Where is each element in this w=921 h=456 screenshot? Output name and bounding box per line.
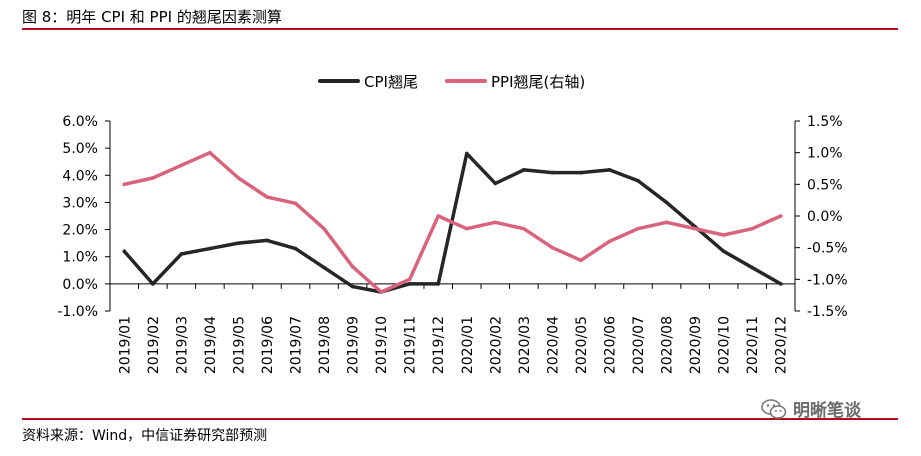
ppi-data-point	[579, 258, 583, 263]
y-left-tick-label: 2.0%	[62, 223, 98, 239]
ppi-data-point	[522, 226, 526, 231]
y-left-tick-label: 1.0%	[62, 250, 98, 266]
cpi-data-point	[550, 170, 555, 175]
x-tick-label: 2020/11	[745, 316, 761, 374]
x-tick-label: 2019/01	[117, 316, 133, 374]
cpi-data-point	[493, 181, 498, 186]
figure-title: 图 8：明年 CPI 和 PPI 的翘尾因素测算	[22, 8, 282, 26]
y-right-tick-label: 1.5%	[807, 114, 843, 130]
y-right-tick-label: 0.0%	[807, 209, 843, 225]
cpi-data-point	[122, 249, 127, 254]
x-tick-label: 2020/06	[602, 316, 618, 374]
ppi-data-point	[464, 226, 469, 231]
source-rule	[22, 418, 898, 420]
ppi-data-point	[379, 290, 383, 294]
x-tick-label: 2020/02	[488, 316, 504, 374]
ppi-data-point	[693, 226, 697, 231]
source-note: 资料来源：Wind，中信证券研究部预测	[22, 428, 268, 444]
wechat-icon	[761, 398, 787, 419]
x-tick-label: 2019/09	[346, 316, 362, 374]
legend-label-ppi: PPI翘尾(右轴)	[491, 73, 585, 91]
ppi-data-point	[778, 214, 783, 218]
x-tick-label: 2019/04	[203, 316, 219, 374]
x-tick-label: 2020/10	[717, 316, 733, 374]
y-right-tick-label: -1.0%	[807, 272, 848, 288]
x-tick-label: 2020/03	[517, 316, 533, 374]
cpi-data-point	[664, 200, 669, 205]
title-rule	[22, 28, 898, 30]
ppi-data-point	[322, 226, 326, 231]
x-tick-label: 2019/07	[289, 316, 305, 374]
x-tick-label: 2020/09	[688, 316, 704, 374]
y-left-tick-label: 3.0%	[62, 195, 98, 211]
cpi-data-point	[464, 151, 469, 156]
ppi-data-point	[293, 201, 298, 206]
ppi-data-point	[350, 264, 355, 269]
legend-label-cpi: CPI翘尾	[364, 73, 418, 91]
cpi-data-point	[522, 168, 526, 172]
x-tick-label: 2019/03	[174, 316, 190, 374]
ppi-data-point	[436, 214, 441, 218]
x-tick-label: 2020/04	[545, 316, 561, 374]
cpi-data-point	[265, 238, 269, 243]
ppi-data-point	[179, 163, 184, 168]
watermark: 明晰笔谈	[761, 396, 861, 421]
ppi-data-point	[607, 239, 612, 244]
ppi-data-point	[664, 220, 669, 225]
ppi-series-line	[122, 150, 783, 294]
cpi-data-point	[293, 246, 298, 251]
cpi-data-point	[350, 284, 355, 289]
x-tick-label: 2020/07	[631, 316, 647, 374]
x-tick-label: 2020/05	[574, 316, 590, 374]
watermark-text: 明晰笔谈	[793, 401, 861, 421]
ppi-data-point	[407, 277, 412, 282]
x-tick-label: 2020/08	[660, 316, 676, 374]
y-right-tick-label: 1.0%	[807, 146, 843, 162]
cpi-data-point	[607, 168, 612, 172]
ppi-data-point	[151, 176, 155, 180]
y-left-tick-label: 5.0%	[62, 141, 98, 157]
ppi-data-point	[493, 220, 498, 225]
dual-axis-line-chart: CPI翘尾 PPI翘尾(右轴) -1.0% 0.0% 1.0% 2.0% 3.0% 4.0%…	[57, 73, 847, 374]
cpi-data-point	[579, 170, 583, 175]
cpi-data-point	[636, 178, 640, 183]
cpi-series-line	[122, 151, 783, 294]
ppi-data-point	[122, 182, 127, 187]
cpi-data-point	[322, 265, 326, 270]
ppi-data-point	[636, 226, 640, 231]
cpi-data-point	[179, 252, 184, 256]
plot-area: -1.0% 0.0% 1.0% 2.0% 3.0% 4.0% 5.0% 6.0% -1.5% -1…	[57, 114, 847, 374]
ppi-data-point	[721, 233, 726, 237]
x-tick-label: 2019/06	[260, 316, 276, 374]
x-tick-label: 2019/08	[317, 316, 333, 374]
y-right-tick-label: -0.5%	[807, 241, 848, 257]
y-left-tick-label: 4.0%	[62, 168, 98, 184]
x-tick-label: 2019/10	[374, 316, 390, 374]
cpi-data-point	[436, 282, 441, 286]
x-tick-label: 2020/12	[774, 316, 790, 374]
cpi-data-point	[236, 241, 241, 245]
ppi-data-point	[208, 150, 212, 155]
x-tick-label: 2019/05	[231, 316, 247, 374]
x-tick-label: 2020/01	[460, 316, 476, 374]
chart-legend: CPI翘尾 PPI翘尾(右轴)	[318, 73, 585, 91]
cpi-data-point	[778, 282, 783, 286]
cpi-data-point	[750, 265, 754, 270]
cpi-data-point	[208, 246, 212, 251]
y-right-tick-label: -1.5%	[807, 304, 848, 320]
ppi-data-point	[236, 176, 241, 180]
ppi-data-point	[750, 226, 754, 231]
ppi-data-point	[550, 245, 555, 250]
cpi-data-point	[151, 282, 155, 286]
x-tick-label: 2019/11	[403, 316, 419, 374]
cpi-data-point	[407, 282, 412, 286]
y-left-tick-label: -1.0%	[57, 304, 98, 320]
cpi-data-point	[721, 249, 726, 254]
y-left-tick-label: 0.0%	[62, 277, 98, 293]
x-tick-label: 2019/02	[146, 316, 162, 374]
y-right-tick-label: 0.5%	[807, 177, 843, 193]
x-tick-label: 2019/12	[431, 316, 447, 374]
ppi-data-point	[265, 195, 269, 199]
y-left-tick-label: 6.0%	[62, 114, 98, 130]
